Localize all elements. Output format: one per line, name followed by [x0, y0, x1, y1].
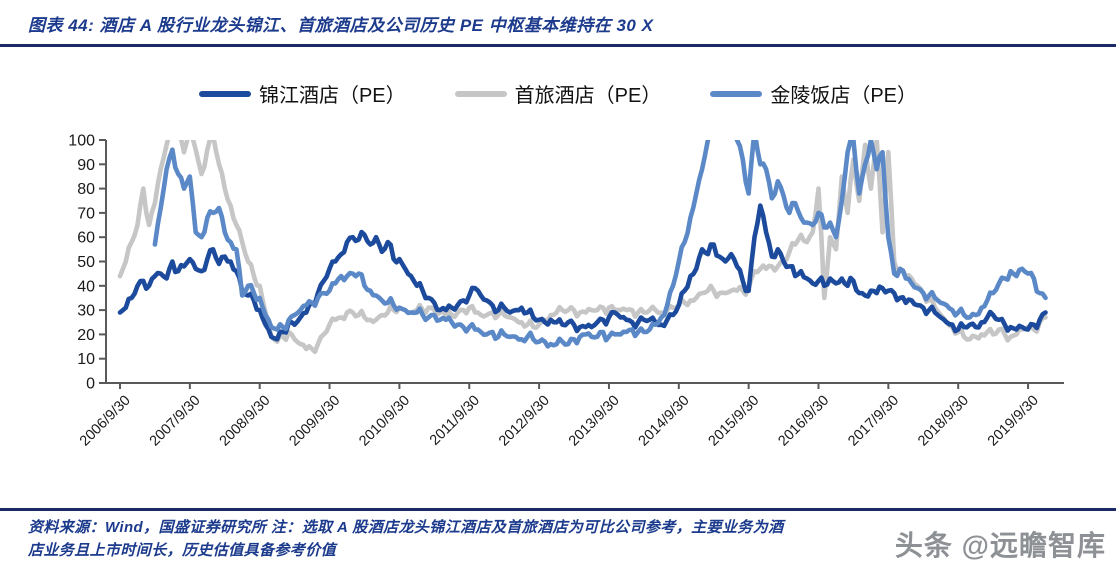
y-tick-label: 80 [77, 181, 95, 198]
y-tick-label: 20 [77, 327, 95, 344]
x-tick-label: 2019/9/30 [985, 393, 1042, 450]
x-tick-label: 2007/9/30 [147, 393, 204, 450]
x-tick-label: 2009/9/30 [286, 393, 343, 450]
series-line-1 [117, 140, 1048, 355]
x-tick-label: 2008/9/30 [217, 393, 274, 450]
x-tick-label: 2018/9/30 [915, 393, 972, 450]
y-tick-label: 90 [77, 157, 95, 174]
y-tick-label: 60 [77, 230, 95, 247]
bottom-divider [0, 508, 1116, 511]
figure-title: 图表 44: 酒店 A 股行业龙头锦江、首旅酒店及公司历史 PE 中枢基本维持在… [28, 16, 654, 35]
top-divider [0, 44, 1116, 47]
legend-item-shoulv: 首旅酒店（PE） [454, 79, 662, 108]
y-tick-label: 50 [77, 254, 95, 271]
x-tick-label: 2017/9/30 [845, 393, 902, 450]
series-line-0 [117, 203, 1048, 342]
x-tick-label: 2015/9/30 [706, 393, 763, 450]
legend-label-jinjiang: 锦江酒店（PE） [258, 85, 406, 107]
source-note-line1: 资料来源：Wind，国盛证券研究所 注：选取 A 股酒店龙头锦江酒店及首旅酒店为… [28, 519, 784, 536]
y-tick-label: 70 [77, 205, 95, 222]
x-axis: 2006/9/30 2007/9/30 2008/9/30 2009/9/30 2010… [77, 382, 1064, 450]
y-tick-label: 30 [77, 303, 95, 320]
watermark: 头条 @远瞻智库 [894, 530, 1106, 561]
x-tick-label: 2013/9/30 [566, 393, 623, 450]
x-tick-label: 2011/9/30 [427, 393, 483, 449]
series-line-2 [152, 140, 1048, 349]
y-tick-label: 40 [77, 278, 95, 295]
y-tick-label: 0 [86, 376, 95, 393]
source-note: 资料来源：Wind，国盛证券研究所 注：选取 A 股酒店龙头锦江酒店及首旅酒店为… [28, 516, 908, 562]
x-tick-label: 2006/9/30 [77, 393, 134, 450]
legend-item-jinling: 金陵饭店（PE） [710, 79, 917, 108]
x-tick-label: 2010/9/30 [356, 393, 413, 450]
chart-legend: 锦江酒店（PE） 首旅酒店（PE） 金陵饭店（PE） [0, 79, 1116, 108]
legend-label-shoulv: 首旅酒店（PE） [514, 85, 662, 107]
y-axis: 0 10 20 30 40 50 60 70 80 90 100 [68, 133, 107, 393]
x-tick-label: 2014/9/30 [636, 393, 693, 450]
x-tick-label: 2012/9/30 [496, 393, 553, 450]
legend-label-jinling: 金陵饭店（PE） [770, 85, 918, 107]
x-tick-label: 2016/9/30 [775, 393, 832, 450]
legend-swatch-jinling [710, 90, 763, 97]
legend-swatch-jinjiang [198, 90, 251, 97]
y-tick-label: 100 [68, 133, 95, 150]
legend-item-jinjiang: 锦江酒店（PE） [198, 79, 406, 108]
legend-swatch-shoulv [454, 90, 507, 97]
series-lines [117, 140, 1048, 355]
y-tick-label: 10 [77, 351, 95, 368]
source-note-line2: 店业务且上市时间长，历史估值具备参考价值 [28, 542, 337, 559]
